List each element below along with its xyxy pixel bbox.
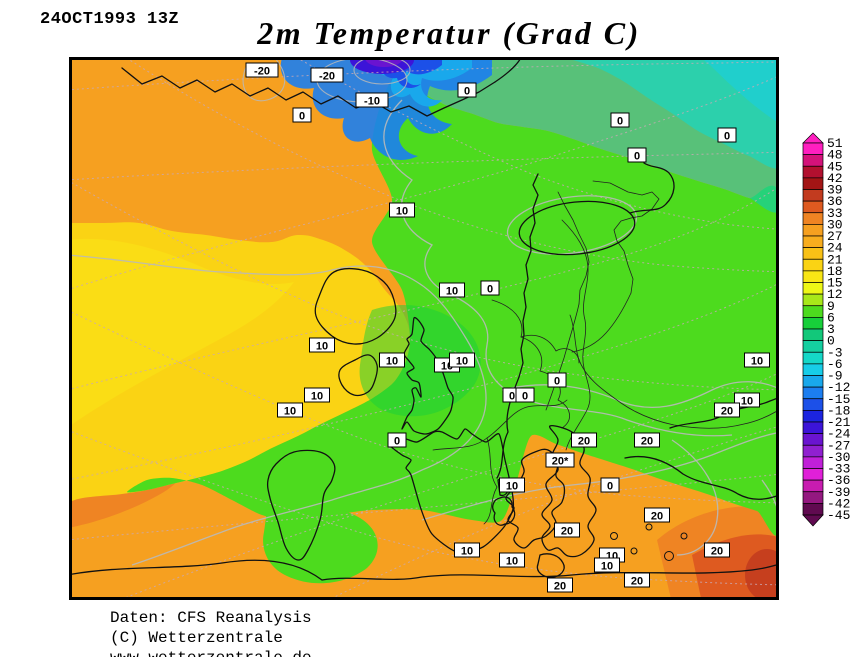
svg-text:-27: -27 [827,438,850,453]
svg-text:0: 0 [724,131,730,143]
svg-text:10: 10 [601,561,613,573]
svg-text:10: 10 [751,356,763,368]
svg-text:10: 10 [506,481,518,493]
svg-text:-42: -42 [827,496,850,511]
svg-text:10: 10 [386,356,398,368]
svg-text:-20: -20 [319,71,335,83]
svg-text:-18: -18 [827,403,850,418]
svg-text:0: 0 [634,151,640,163]
svg-text:51: 51 [827,136,843,151]
svg-text:0: 0 [487,284,493,296]
svg-text:0: 0 [522,391,528,403]
svg-text:20: 20 [651,511,663,523]
svg-text:18: 18 [827,264,843,279]
svg-text:-20: -20 [254,66,270,78]
svg-text:0: 0 [299,111,305,123]
svg-text:10: 10 [446,286,458,298]
svg-text:15: 15 [827,276,843,291]
svg-text:-39: -39 [827,485,850,500]
svg-text:-30: -30 [827,450,850,465]
svg-text:-33: -33 [827,462,850,477]
svg-text:10: 10 [506,556,518,568]
svg-text:0: 0 [554,376,560,388]
svg-text:20: 20 [631,576,643,588]
svg-text:36: 36 [827,194,843,209]
svg-text:10: 10 [311,391,323,403]
svg-text:24: 24 [827,241,843,256]
svg-text:-36: -36 [827,473,850,488]
svg-text:20: 20 [554,581,566,593]
svg-text:-21: -21 [827,415,850,430]
svg-text:10: 10 [316,341,328,353]
svg-text:0: 0 [509,391,515,403]
svg-text:9: 9 [827,299,835,314]
svg-text:-10: -10 [364,96,380,108]
svg-text:10: 10 [461,546,473,558]
svg-text:10: 10 [396,206,408,218]
svg-text:42: 42 [827,171,843,186]
svg-text:20: 20 [561,526,573,538]
svg-text:20: 20 [721,406,733,418]
svg-text:45: 45 [827,159,843,174]
svg-text:6: 6 [827,310,835,325]
svg-text:-3: -3 [827,345,843,360]
svg-text:0: 0 [827,334,835,349]
svg-text:-12: -12 [827,380,850,395]
svg-text:0: 0 [607,481,613,493]
svg-text:-45: -45 [827,508,850,523]
svg-text:0: 0 [394,436,400,448]
svg-text:20: 20 [711,546,723,558]
svg-text:10: 10 [456,356,468,368]
svg-text:-24: -24 [827,427,850,442]
svg-text:-9: -9 [827,369,843,384]
svg-text:10: 10 [284,406,296,418]
svg-text:-15: -15 [827,392,850,407]
svg-text:30: 30 [827,217,843,232]
svg-text:10: 10 [741,396,753,408]
svg-text:48: 48 [827,148,843,163]
svg-text:-6: -6 [827,357,843,372]
svg-text:20: 20 [578,436,590,448]
svg-text:0: 0 [464,86,470,98]
svg-text:21: 21 [827,252,843,267]
svg-text:12: 12 [827,287,843,302]
svg-text:3: 3 [827,322,835,337]
svg-text:20*: 20* [552,456,569,468]
svg-text:27: 27 [827,229,843,244]
svg-text:33: 33 [827,206,843,221]
svg-text:20: 20 [641,436,653,448]
svg-text:0: 0 [617,116,623,128]
svg-text:39: 39 [827,183,843,198]
